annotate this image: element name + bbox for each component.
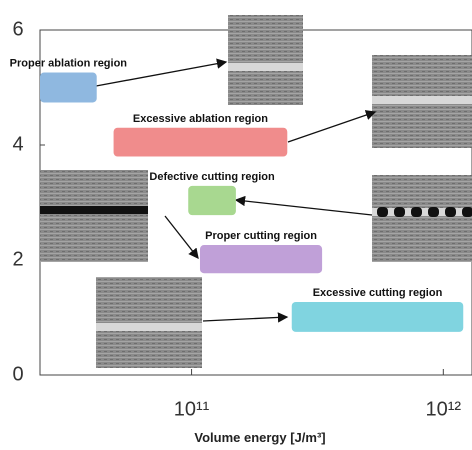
y-tick-label: 6 [12,18,23,40]
region-label: Proper ablation region [10,58,128,70]
x-axis-label: Volume energy [J/m³] [194,430,325,445]
micrograph [96,277,202,368]
y-tick-label: 0 [12,363,23,385]
arrow [165,216,198,258]
micrograph-dot [445,207,456,217]
micrograph-dot [428,207,439,217]
region-label: Excessive ablation region [133,113,268,125]
region-label: Defective cutting region [149,171,275,183]
region-bar [292,302,464,332]
chart: Volume energy [J/m³] 0 2 4 6 10¹¹ 10¹² Proper … [0,0,472,450]
x-tick-label: 10¹¹ [174,398,210,420]
y-tick-label: 4 [12,133,23,155]
micrograph-dot [411,207,422,217]
region-label: Proper cutting region [205,230,317,242]
micrograph [40,170,148,262]
micrograph [372,175,472,262]
micrograph-band [40,206,148,214]
region-label: Excessive cutting region [313,287,443,299]
micrograph-dot [394,207,405,217]
micrograph-band [228,63,303,71]
arrow [203,317,287,321]
micrograph-band [372,96,472,104]
arrow [288,112,375,142]
micrograph-band [96,323,202,331]
x-tick-label: 10¹² [426,398,462,420]
micrograph-dot [462,207,472,217]
y-tick-label: 2 [12,248,23,270]
region-bar [114,128,288,157]
arrow [236,200,372,215]
region-bar [188,186,236,215]
micrograph [228,15,303,105]
region-bar [200,245,322,273]
region-bar [40,73,97,103]
micrograph-dot [377,207,388,217]
